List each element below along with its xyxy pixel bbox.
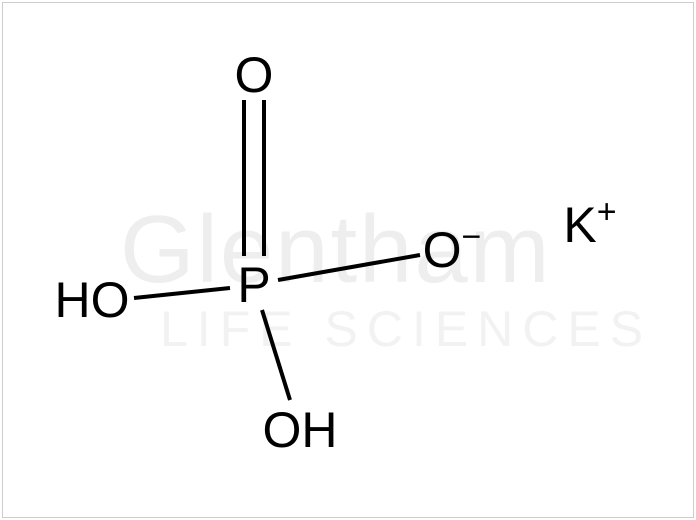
atom-p: P: [237, 260, 270, 310]
atom-oh-bottom: OH: [263, 405, 338, 455]
diagram-canvas: Glentham LIFE SCIENCES O P O− HO OH K+: [0, 0, 696, 520]
atom-o-right-charge: −: [462, 218, 482, 256]
atom-p-label: P: [237, 257, 270, 313]
atom-o-top: O: [235, 50, 274, 100]
atom-k-charge: +: [597, 193, 617, 231]
atom-o-top-label: O: [235, 47, 274, 103]
atom-ho-left-label: HO: [55, 272, 130, 328]
atom-o-right: O−: [423, 225, 482, 275]
bond-p-ohbot: [262, 310, 290, 400]
atom-o-right-label: O: [423, 222, 462, 278]
bond-p-holeft: [134, 288, 230, 298]
atom-oh-bottom-label: OH: [263, 402, 338, 458]
atom-k: K+: [563, 200, 616, 250]
bond-p-oright: [278, 255, 420, 280]
atom-k-label: K: [563, 197, 596, 253]
atom-ho-left: HO: [55, 275, 130, 325]
bonds-layer: [0, 0, 696, 520]
